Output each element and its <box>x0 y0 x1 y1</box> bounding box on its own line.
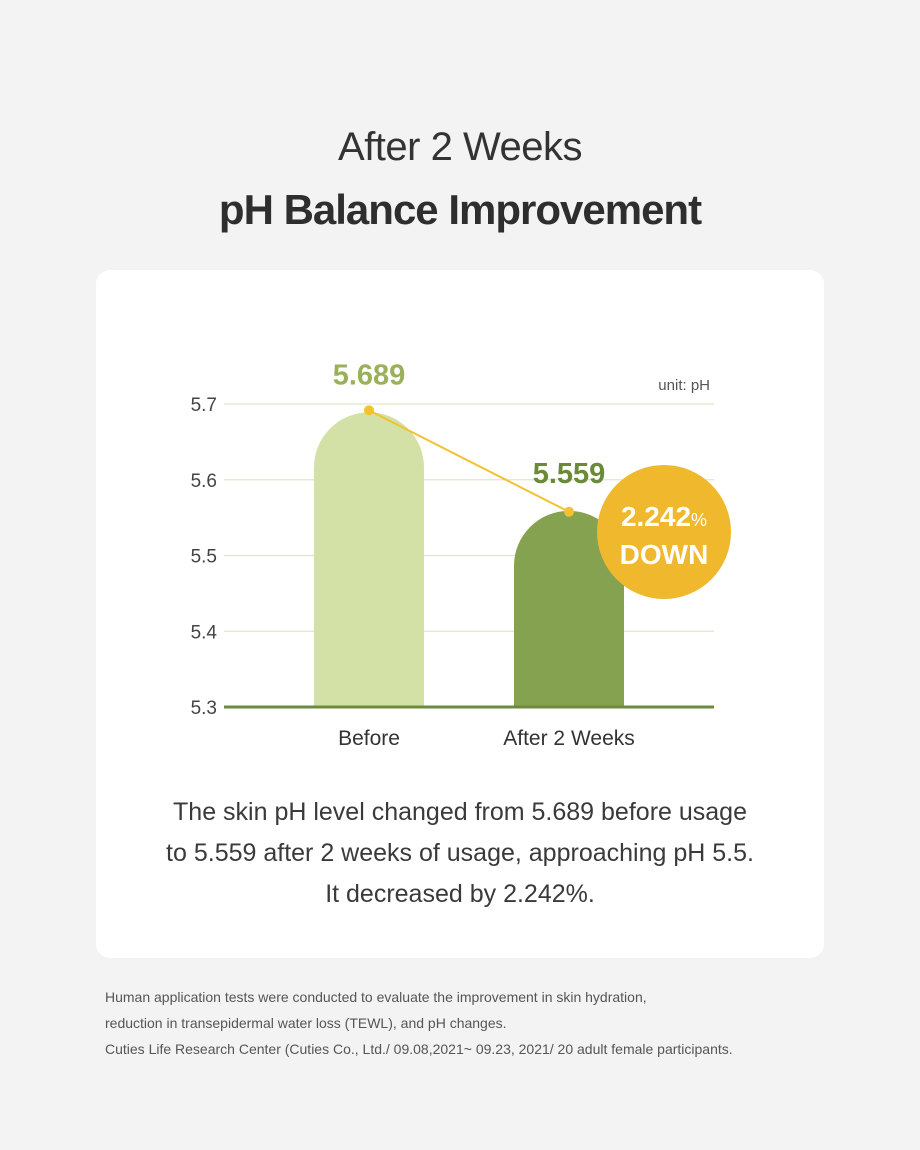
bar-before <box>314 412 424 707</box>
page-title: pH Balance Improvement <box>218 186 702 233</box>
badge-number: 2.242 <box>621 501 691 532</box>
footnote: Human application tests were conducted t… <box>105 984 865 1062</box>
bar-after <box>514 510 624 707</box>
description: The skin pH level changed from 5.689 bef… <box>96 792 824 915</box>
footnote-line: Human application tests were conducted t… <box>105 989 647 1005</box>
value-label: 5.689 <box>333 359 406 391</box>
y-tick-label: 5.7 <box>191 395 217 416</box>
trend-line <box>368 409 570 513</box>
y-tick-label: 5.5 <box>191 547 217 568</box>
description-line: It decreased by 2.242%. <box>325 880 595 908</box>
ph-bar-chart: 5.7 5.6 5.5 5.4 5.3 5.689 Before 5.559 After 2 … <box>191 359 731 750</box>
title-line-1: After 2 Weeks <box>338 125 582 169</box>
badge-value: 2.242% <box>621 501 707 532</box>
description-line: to 5.559 after 2 weeks of usage, approac… <box>166 839 754 867</box>
trend-point <box>364 405 374 416</box>
badge-text: DOWN <box>620 539 709 570</box>
footnote-line: reduction in transepidermal water loss (… <box>105 1015 507 1031</box>
down-badge <box>597 465 731 599</box>
category-label: Before <box>338 727 400 750</box>
unit-label: unit: pH <box>658 377 710 394</box>
chart-card: 5.7 5.6 5.5 5.4 5.3 5.689 Before 5.559 After 2 … <box>96 270 824 958</box>
y-tick-label: 5.6 <box>191 471 217 492</box>
trend-point <box>564 506 574 517</box>
category-label: After 2 Weeks <box>503 727 635 750</box>
value-label: 5.559 <box>533 458 606 490</box>
badge-unit: % <box>691 510 707 530</box>
description-line: The skin pH level changed from 5.689 bef… <box>173 798 747 826</box>
y-tick-label: 5.4 <box>191 622 218 643</box>
y-tick-label: 5.3 <box>191 698 217 719</box>
footnote-line: Cuties Life Research Center (Cuties Co.,… <box>105 1041 733 1057</box>
